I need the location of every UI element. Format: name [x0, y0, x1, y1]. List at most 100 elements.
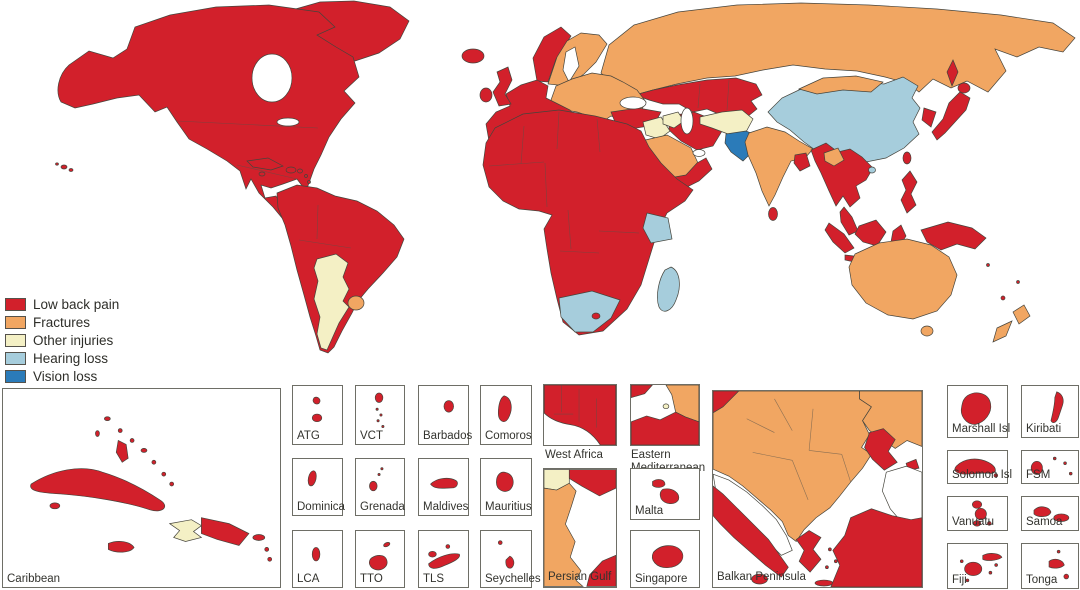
region-south-africa [558, 290, 621, 333]
inset-label-dominica: Dominica [297, 501, 345, 513]
legend-swatch-vision-loss [5, 370, 26, 383]
region-hawaii [55, 162, 74, 172]
caribbean-map [30, 416, 273, 562]
legend-label: Fractures [33, 315, 91, 330]
legend-item-other-injuries: Other injuries [5, 333, 119, 348]
inset-label-samoa: Samoa [1026, 516, 1063, 528]
inset-label-balkan-peninsula: Balkan Peninsula [717, 571, 806, 583]
region-lesotho [591, 312, 601, 320]
cuba [30, 468, 166, 512]
inset-mauritius: Mauritius [480, 458, 532, 516]
inset-seychelles: Seychelles [480, 530, 541, 588]
baltic-sea [562, 46, 580, 83]
malta-islands [652, 479, 680, 504]
inset-label-lca: LCA [297, 573, 320, 585]
region-taiwan [902, 151, 912, 165]
region-ireland [479, 87, 493, 103]
legend-label: Other injuries [33, 333, 114, 348]
jamaica [107, 541, 135, 553]
region-kenya [642, 212, 673, 244]
region-sakhalin [946, 59, 959, 87]
inset-solomon-isl: Solomon Isl [947, 450, 1012, 484]
inset-label-atg: ATG [297, 430, 320, 442]
em-south-land [631, 411, 699, 445]
inset-tonga: Tonga [1021, 543, 1079, 589]
west-africa-land [544, 385, 616, 445]
samoa-islands [1033, 506, 1070, 522]
balkan-italy [713, 485, 789, 578]
inset-label-tonga: Tonga [1026, 574, 1058, 586]
region-madagascar [657, 266, 680, 312]
dominica-island [307, 470, 317, 487]
region-mongolia [797, 75, 884, 95]
inset-label-tto: TTO [360, 573, 383, 585]
inset-label-mauritius: Mauritius [485, 501, 532, 513]
solomon-islands [954, 458, 999, 478]
inset-atg: ATG [292, 385, 343, 445]
inset-label-solomon-isl: Solomon Isl [952, 469, 1013, 481]
region-japan [931, 91, 971, 141]
region-hokkaido [957, 82, 971, 94]
balkan-greece [795, 530, 822, 573]
balkan-turkey [830, 508, 922, 587]
country-border-lines [176, 79, 730, 254]
grenada-island [369, 467, 384, 492]
region-sri-lanka [768, 207, 778, 221]
region-papua-new-guinea [920, 221, 987, 251]
inset-label-kiribati: Kiribati [1026, 423, 1062, 435]
region-norway [532, 26, 572, 83]
region-korea [921, 107, 937, 128]
caspian-sea [680, 107, 694, 135]
persian-gulf-sea [692, 149, 706, 157]
region-malaysia [839, 206, 859, 236]
inset-tls: TLS [418, 530, 469, 588]
inset-lca: LCA [292, 530, 343, 588]
inset-label-singapore: Singapore [635, 573, 688, 585]
inset-label-seychelles: Seychelles [485, 573, 541, 585]
legend-item-fractures: Fractures [5, 315, 119, 330]
region-caucasus [662, 111, 685, 129]
atg-islands [311, 396, 323, 423]
haiti [168, 519, 203, 542]
inset-comoros: Comoros [480, 385, 532, 445]
legend-item-low-back-pain: Low back pain [5, 297, 119, 312]
hudson-bay [251, 53, 293, 103]
tonga-islands [1048, 549, 1069, 580]
legend-label: Low back pain [33, 297, 120, 312]
west-africa-borders [553, 385, 597, 428]
small-antille [264, 547, 270, 552]
tls-islands [428, 544, 460, 569]
mauritius-island [496, 471, 514, 492]
inset-maldives: Maldives [418, 458, 469, 516]
legend-item-hearing-loss: Hearing loss [5, 351, 119, 366]
fsm-islands [1030, 456, 1073, 476]
isla-juventud [49, 502, 61, 510]
region-india [744, 126, 814, 207]
great-lakes [276, 117, 300, 127]
inset-label-comoros: Comoros [485, 430, 532, 442]
pg-oman-land [586, 554, 616, 587]
dominican-republic [201, 517, 250, 546]
region-pacific-islands [986, 263, 1020, 301]
black-sea [619, 96, 647, 110]
inset-label-caribbean: Caribbean [7, 573, 61, 585]
tto-islands [369, 542, 391, 571]
legend-swatch-low-back-pain [5, 298, 26, 311]
region-australia [848, 238, 958, 320]
inset-singapore: Singapore [630, 530, 700, 588]
region-kazakhstan [633, 77, 763, 118]
inset-label-vanuatu: Vanuatu [952, 516, 994, 528]
inset-vanuatu: Vanuatu [947, 496, 1008, 531]
region-hainan [868, 166, 876, 174]
inset-dominica: Dominica [292, 458, 345, 516]
region-uruguay [347, 295, 365, 311]
seychelles-islands [497, 540, 515, 569]
balkan-sicily [751, 573, 768, 585]
inset-malta: Malta [630, 468, 700, 520]
inset-label-grenada: Grenada [360, 501, 405, 513]
map-legend: Low back pain Fractures Other injuries H… [5, 297, 119, 384]
small-antille [267, 556, 273, 562]
inset-eastern-mediterranean [630, 384, 700, 446]
legend-label: Vision loss [33, 369, 98, 384]
legend-label: Hearing loss [33, 351, 109, 366]
